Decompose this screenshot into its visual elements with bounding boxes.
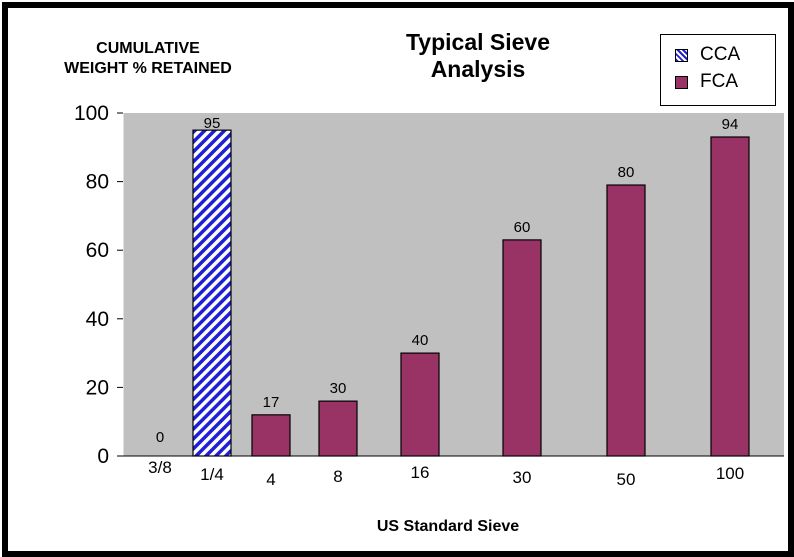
x-tick-label-1: 1/4 <box>200 465 224 484</box>
chart-title: Typical Sieve Analysis <box>363 29 593 83</box>
bar-fca-3 <box>318 400 358 457</box>
x-tick-label-2: 4 <box>266 470 275 489</box>
bar-fca-4 <box>400 352 440 457</box>
x-axis-title: US Standard Sieve <box>376 518 520 535</box>
data-label-3: 30 <box>330 380 347 397</box>
y-tick-label-80: 80 <box>86 171 109 194</box>
data-label-4: 40 <box>412 332 429 349</box>
legend-swatch-fca <box>675 75 688 89</box>
data-label-5: 60 <box>514 219 531 236</box>
legend-label-fca: FCA <box>700 71 738 92</box>
legend-swatch-cca <box>675 48 688 62</box>
y-axis-title-line2: WEIGHT % RETAINED <box>64 60 232 77</box>
data-label-0: 0 <box>156 429 164 446</box>
chart-title-line2: Analysis <box>430 56 526 82</box>
bar-fca-5 <box>502 239 542 457</box>
legend-label-cca: CCA <box>700 44 741 65</box>
bar-cca-1 <box>192 129 232 457</box>
x-tick-label-7: 100 <box>716 464 744 483</box>
x-tick-label-3: 8 <box>333 467 342 486</box>
chart-canvas: 0 20 40 60 80 100 3/8 0 1/4 95 4 17 8 30 16 40 30 60 50 80 1… <box>74 102 784 489</box>
x-tick-label-6: 50 <box>617 470 636 489</box>
y-axis-title-line1: CUMULATIVE <box>96 40 200 57</box>
data-label-1: 95 <box>204 115 221 132</box>
bar-fca-6 <box>606 184 646 457</box>
data-label-2: 17 <box>263 394 280 411</box>
bar-fca-7 <box>710 136 750 457</box>
data-label-7: 94 <box>722 116 739 133</box>
y-tick-label-20: 20 <box>86 376 109 399</box>
y-tick-label-100: 100 <box>74 102 109 125</box>
y-tick-label-60: 60 <box>86 239 109 262</box>
y-tick-label-0: 0 <box>97 445 109 468</box>
y-axis-title: CUMULATIVE WEIGHT % RETAINED <box>18 39 278 79</box>
chart-title-line1: Typical Sieve <box>405 29 551 55</box>
y-tick-label-40: 40 <box>86 308 109 331</box>
x-tick-label-5: 30 <box>513 468 532 487</box>
legend-item-fca: FCA <box>675 71 738 93</box>
legend-item-cca: CCA <box>675 44 740 66</box>
bar-fca-2 <box>251 414 291 457</box>
x-tick-label-0: 3/8 <box>148 458 172 477</box>
plot-background <box>123 113 784 456</box>
x-tick-label-4: 16 <box>411 463 430 482</box>
chart-legend: CCA FCA <box>660 34 776 106</box>
data-label-6: 80 <box>618 164 635 181</box>
